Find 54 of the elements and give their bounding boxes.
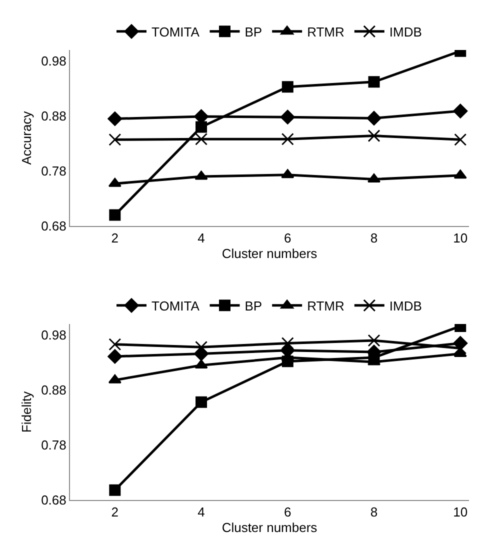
x-tick-label: 2 — [111, 230, 119, 246]
point — [368, 130, 380, 142]
point — [281, 337, 294, 350]
point — [280, 110, 295, 124]
point — [108, 374, 122, 384]
point — [453, 104, 468, 118]
point — [454, 133, 467, 146]
point — [281, 169, 294, 178]
y-tick-label: 0.78 — [41, 438, 66, 453]
point — [108, 112, 122, 126]
x-tick-label: 10 — [453, 504, 468, 520]
point — [194, 170, 208, 180]
point — [366, 110, 382, 126]
legend-label: RTMR — [307, 24, 344, 40]
point — [108, 349, 122, 364]
point — [195, 132, 208, 146]
x-axis-title: Cluster numbers — [222, 246, 318, 262]
point — [454, 170, 467, 179]
point — [282, 81, 294, 93]
y-tick-label: 0.68 — [41, 492, 66, 508]
legend-label: RTMR — [307, 298, 344, 314]
x-tick-label: 8 — [370, 504, 378, 520]
x-tick-label: 6 — [284, 504, 292, 520]
x-tick-label: 4 — [198, 504, 205, 520]
legend-label: TOMITA — [152, 298, 200, 314]
x-tick-label: 4 — [198, 230, 205, 246]
point — [109, 484, 121, 496]
point — [281, 132, 294, 146]
y-axis-title: Fidelity — [19, 390, 34, 433]
point — [108, 133, 122, 146]
legend-label: BP — [244, 24, 262, 40]
point — [108, 338, 122, 351]
y-tick-label: 0.68 — [41, 218, 66, 234]
y-tick-label: 0.78 — [41, 164, 66, 179]
x-tick-label: 8 — [370, 230, 378, 246]
legend-label: IMDB — [389, 298, 422, 314]
point — [196, 396, 208, 408]
point — [368, 76, 380, 88]
y-tick-label: 0.88 — [41, 382, 66, 398]
point — [196, 121, 208, 133]
legend-label: TOMITA — [152, 24, 200, 40]
y-tick-label: 0.98 — [41, 328, 66, 343]
x-tick-label: 6 — [284, 230, 292, 246]
point — [195, 340, 208, 354]
point — [368, 334, 380, 347]
x-tick-label: 2 — [111, 504, 119, 520]
legend-label: BP — [244, 298, 262, 314]
y-tick-label: 0.88 — [41, 108, 66, 124]
y-tick-label: 0.98 — [41, 54, 66, 69]
x-tick-label: 10 — [453, 230, 468, 246]
legend-label: IMDB — [389, 24, 422, 40]
x-axis-title: Cluster numbers — [222, 520, 318, 536]
y-axis-title: Accuracy — [19, 110, 34, 165]
point — [108, 178, 122, 187]
